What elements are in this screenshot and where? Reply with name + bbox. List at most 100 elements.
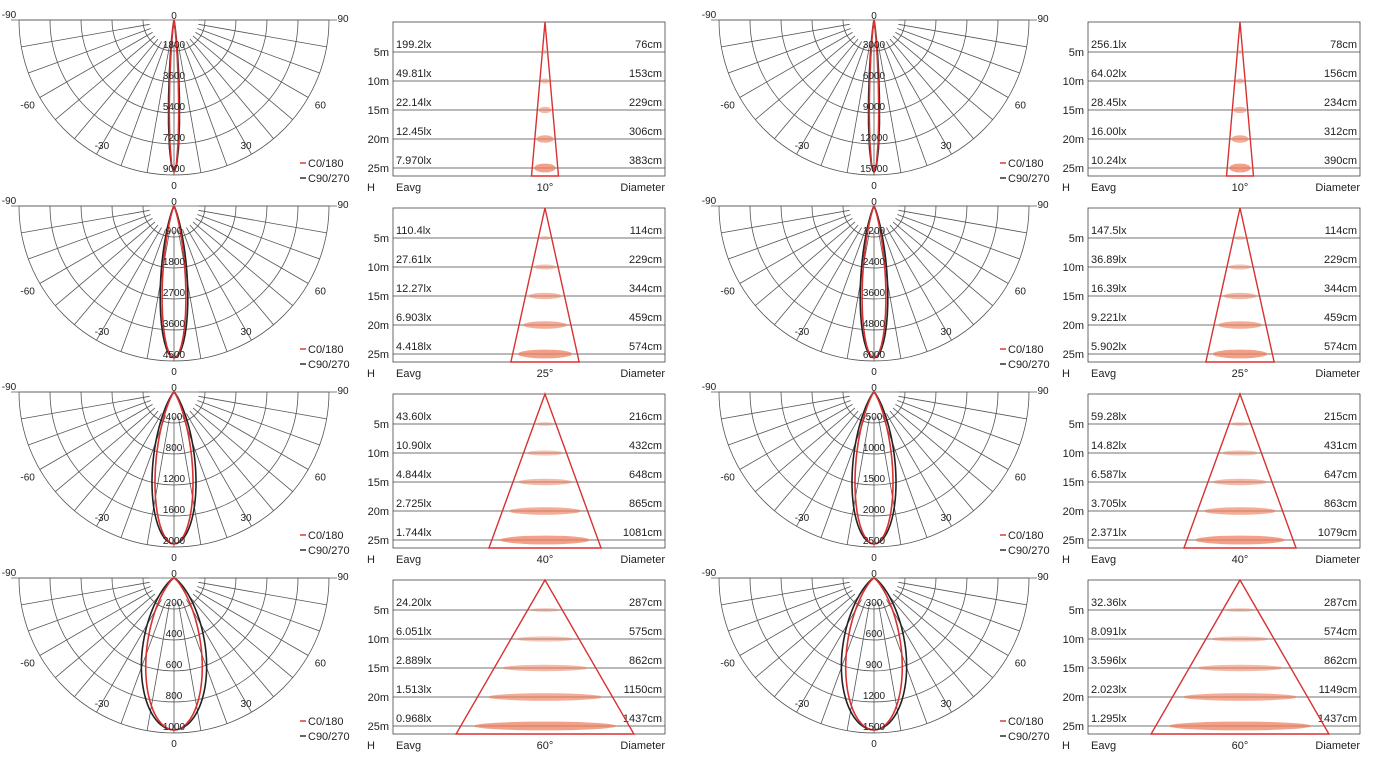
diameter-value: 344cm: [629, 283, 662, 295]
polar-spoke: [877, 416, 902, 545]
ring-value-label: 900: [166, 226, 183, 237]
eavg-value: 10.90lx: [396, 440, 432, 452]
eavg-value: 64.02lx: [1091, 68, 1127, 80]
light-spot: [540, 78, 550, 84]
polar-spoke: [886, 413, 952, 527]
polar-spoke: [96, 227, 162, 341]
polar-spoke: [21, 581, 150, 606]
height-label: 25m: [1063, 349, 1084, 361]
cone-svg: 5m 59.28lx 215cm 10m 14.82lx 431cm 15m 6.587lx 6…: [1062, 391, 1361, 566]
angle-label-neg90: -90: [2, 10, 17, 21]
ring-value-label: 7200: [163, 133, 186, 144]
light-spot: [517, 349, 573, 359]
footer-diameter-label: Diameter: [620, 368, 665, 380]
beam-angle-label: 10°: [1232, 182, 1249, 194]
angle-label-neg90: -90: [2, 568, 17, 579]
polar-spoke: [877, 230, 902, 359]
footer-eavg-label: Eavg: [1091, 740, 1116, 752]
light-spot: [1203, 507, 1277, 515]
diameter-value: 459cm: [629, 312, 662, 324]
angle-label-neg30: -30: [795, 513, 810, 524]
polar-spoke: [177, 230, 202, 359]
ring-value-label: 900: [866, 660, 883, 671]
polar-spoke: [877, 44, 902, 173]
beam-cone: [1225, 21, 1255, 177]
polar-spoke: [846, 602, 871, 731]
polar-spoke: [146, 602, 171, 731]
ring-value-label: 2500: [863, 536, 886, 547]
polar-spoke: [186, 41, 252, 155]
footer-h-label: H: [1062, 182, 1070, 194]
polar-spoke: [146, 44, 171, 173]
height-label: 5m: [374, 605, 389, 617]
polar-spoke: [898, 209, 1027, 234]
polar-spoke: [892, 35, 993, 120]
legend-c90-label: C90/270: [1008, 173, 1050, 185]
polar-spoke: [846, 230, 871, 359]
cone-svg: 5m 110.4lx 114cm 10m 27.61lx 229cm 15m 12.27lx 3…: [367, 207, 666, 380]
polar-spoke: [28, 586, 151, 632]
polar-svg: 0 0 -90 90 -60 60 -30 30 1800 3600 5400 7200 9000 C0/…: [2, 10, 350, 192]
angle-label-neg90: -90: [702, 10, 717, 21]
height-label: 15m: [1063, 663, 1084, 675]
footer-h-label: H: [1062, 554, 1070, 566]
polar-spoke: [197, 214, 320, 260]
polar-grid: [711, 19, 1037, 176]
footer-h-label: H: [367, 182, 375, 194]
height-label: 10m: [1063, 76, 1084, 88]
light-spot: [533, 264, 557, 270]
light-spot: [1194, 535, 1286, 545]
ring-value-label: 1800: [163, 257, 186, 268]
polar-spoke: [28, 28, 151, 74]
polar-spoke: [21, 395, 150, 420]
eavg-value: 12.45lx: [396, 126, 432, 138]
polar-spoke: [739, 404, 853, 470]
height-label: 25m: [368, 163, 389, 175]
height-label: 15m: [368, 663, 389, 675]
angle-label-90: 90: [1037, 386, 1049, 397]
polar-spoke: [897, 586, 1020, 632]
diameter-value: 1079cm: [1318, 527, 1357, 539]
height-label: 20m: [1063, 506, 1084, 518]
ring-value-label: 400: [166, 412, 183, 423]
legend-c90-label: C90/270: [308, 545, 350, 557]
light-spot: [528, 292, 562, 300]
polar-spoke: [177, 416, 202, 545]
height-label: 10m: [1063, 262, 1084, 274]
light-spot: [499, 535, 591, 545]
angle-label-30: 30: [241, 699, 253, 710]
polar-spoke: [774, 38, 859, 139]
angle-label-neg30: -30: [795, 141, 810, 152]
height-label: 10m: [368, 76, 389, 88]
ring-value-label: 800: [166, 691, 183, 702]
ring-value-label: 5400: [163, 102, 186, 113]
polar-spoke: [55, 221, 156, 306]
polar-spoke: [877, 602, 902, 731]
polar-spoke: [186, 227, 252, 341]
legend-c90-label: C90/270: [1008, 731, 1050, 743]
height-label: 20m: [368, 692, 389, 704]
ring-value-label: 2700: [163, 288, 186, 299]
polar-spoke: [195, 404, 309, 470]
polar-spoke: [146, 230, 171, 359]
eavg-value: 32.36lx: [1091, 597, 1127, 609]
polar-spoke: [889, 224, 974, 325]
cone-frame: [392, 579, 666, 735]
angle-label-30: 30: [941, 699, 953, 710]
polar-svg: 0 0 -90 90 -60 60 -30 30 3000 6000 9000 12000 15000 C…: [702, 10, 1050, 192]
polar-spoke: [886, 227, 952, 341]
ring-value-label: 1200: [863, 226, 886, 237]
light-spot: [501, 664, 589, 672]
eavg-value: 43.60lx: [396, 411, 432, 423]
light-spot: [530, 608, 560, 612]
ring-value-label: 2000: [863, 505, 886, 516]
cone-svg: 5m 43.60lx 216cm 10m 10.90lx 432cm 15m 4.844lx 6…: [367, 391, 666, 566]
polar-spoke: [895, 32, 1009, 98]
diameter-value: 648cm: [629, 469, 662, 481]
height-label: 20m: [1063, 320, 1084, 332]
angle-label-0-bottom: 0: [871, 181, 877, 192]
diameter-value: 153cm: [629, 68, 662, 80]
polar-spoke: [774, 410, 859, 511]
ring-value-label: 2000: [163, 536, 186, 547]
diameter-value: 862cm: [1324, 655, 1357, 667]
